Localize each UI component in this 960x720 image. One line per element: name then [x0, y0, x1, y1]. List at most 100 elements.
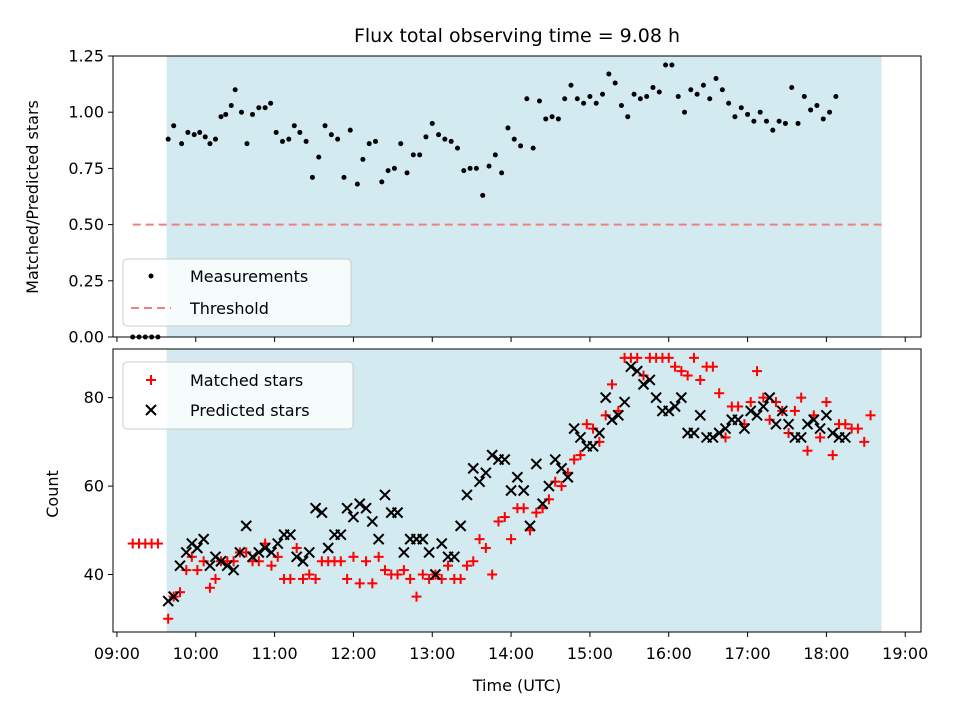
predicted-star-point: [240, 520, 252, 532]
measurement-point: [328, 132, 334, 138]
predicted-star-point: [808, 414, 820, 426]
top-y-tick-label: 0.00: [68, 328, 104, 347]
matched-star-point: [461, 560, 472, 571]
predicted-star-point: [215, 555, 227, 567]
matched-star-point: [210, 573, 221, 584]
measurement-point: [291, 123, 297, 129]
predicted-star-point: [372, 533, 385, 545]
measurement-point: [574, 96, 580, 102]
measurement-point: [700, 82, 706, 88]
measurement-point: [232, 87, 238, 93]
measurement-point: [625, 114, 631, 120]
measurement-point: [606, 71, 612, 77]
predicted-star-point: [719, 422, 732, 435]
measurement-point: [165, 136, 171, 142]
predicted-star-point: [436, 537, 448, 550]
measurement-point: [486, 163, 492, 169]
measurement-point: [461, 168, 467, 174]
matched-star-point: [405, 573, 416, 584]
predicted-star-point: [398, 546, 410, 559]
matched-star-point: [783, 428, 794, 439]
matched-star-point: [443, 560, 454, 571]
predicted-star-point: [770, 418, 782, 430]
measurement-point: [505, 125, 511, 131]
measurement-point: [656, 89, 662, 95]
predicted-star-point: [751, 409, 763, 422]
predicted-star-point: [303, 546, 315, 559]
matched-star-point: [859, 436, 870, 447]
measurement-point: [212, 136, 218, 142]
predicted-star-point: [366, 515, 379, 528]
x-tick-label: 13:00: [409, 644, 455, 663]
matched-star-point: [531, 507, 542, 518]
x-tick-label: 12:00: [330, 644, 376, 663]
measurement-point: [726, 100, 732, 106]
measurement-point: [191, 132, 197, 138]
predicted-star-point: [738, 422, 751, 435]
top-y-tick-label: 0.25: [68, 271, 104, 290]
measurement-point: [379, 179, 385, 185]
matched-star-point: [291, 542, 302, 553]
measurement-point: [745, 111, 751, 117]
measurement-point: [244, 141, 250, 147]
matched-star-point: [266, 560, 277, 571]
measurement-point: [694, 91, 700, 97]
predicted-stars-points: [162, 360, 852, 607]
matched-star-point: [663, 352, 674, 363]
matched-star-point: [228, 556, 239, 567]
predicted-star-point: [253, 546, 265, 559]
measurement-point: [303, 138, 309, 144]
matched-star-point: [163, 613, 174, 624]
predicted-star-point: [663, 405, 675, 417]
measurement-point: [373, 138, 379, 144]
measurement-point: [316, 154, 322, 160]
measurement-point: [354, 181, 360, 187]
x-tick-label: 15:00: [567, 644, 613, 663]
measurement-point: [492, 152, 498, 158]
measurement-point: [322, 123, 328, 129]
predicted-star-point: [625, 360, 637, 373]
matched-star-point: [606, 379, 617, 390]
legend-matched-marker: [146, 375, 156, 385]
measurement-point: [669, 62, 675, 68]
measurement-point: [499, 170, 505, 176]
predicted-star-point: [517, 484, 530, 497]
legend-predicted-marker: [145, 404, 157, 416]
matched-star-point: [348, 551, 359, 562]
matched-star-point: [304, 569, 315, 580]
matched-star-point: [682, 370, 693, 381]
matched-star-point: [297, 573, 308, 584]
matched-star-point: [493, 516, 504, 527]
legend-measurements-marker: [148, 273, 154, 279]
predicted-star-point: [757, 400, 770, 413]
bottom-y-tick-label: 80: [84, 388, 104, 407]
predicted-star-point: [499, 453, 511, 466]
bottom-y-axis-label: Count: [43, 470, 62, 518]
x-tick-label: 17:00: [725, 644, 771, 663]
x-tick-label: 09:00: [94, 644, 140, 663]
matched-star-point: [424, 573, 435, 584]
measurement-point: [341, 174, 347, 180]
measurement-point: [618, 102, 624, 108]
measurement-point: [417, 152, 423, 158]
matched-star-point: [455, 573, 466, 584]
predicted-star-point: [486, 449, 498, 461]
matched-star-point: [204, 582, 215, 593]
predicted-star-point: [290, 551, 303, 563]
predicted-star-point: [763, 391, 776, 404]
measurement-point: [473, 165, 479, 171]
predicted-star-point: [675, 391, 688, 404]
matched-star-point: [556, 481, 567, 492]
predicted-star-point: [562, 471, 574, 483]
predicted-star-point: [543, 480, 555, 492]
measurement-point: [268, 100, 274, 106]
predicted-star-point: [423, 546, 435, 559]
bottom-y-tick-label: 40: [84, 565, 104, 584]
matched-star-point: [342, 573, 353, 584]
predicted-star-point: [379, 489, 391, 501]
legend-measurements-label: Measurements: [190, 267, 308, 286]
measurement-point: [286, 136, 292, 142]
predicted-star-point: [473, 475, 486, 488]
predicted-star-point: [197, 533, 210, 545]
matched-star-point: [392, 569, 403, 580]
